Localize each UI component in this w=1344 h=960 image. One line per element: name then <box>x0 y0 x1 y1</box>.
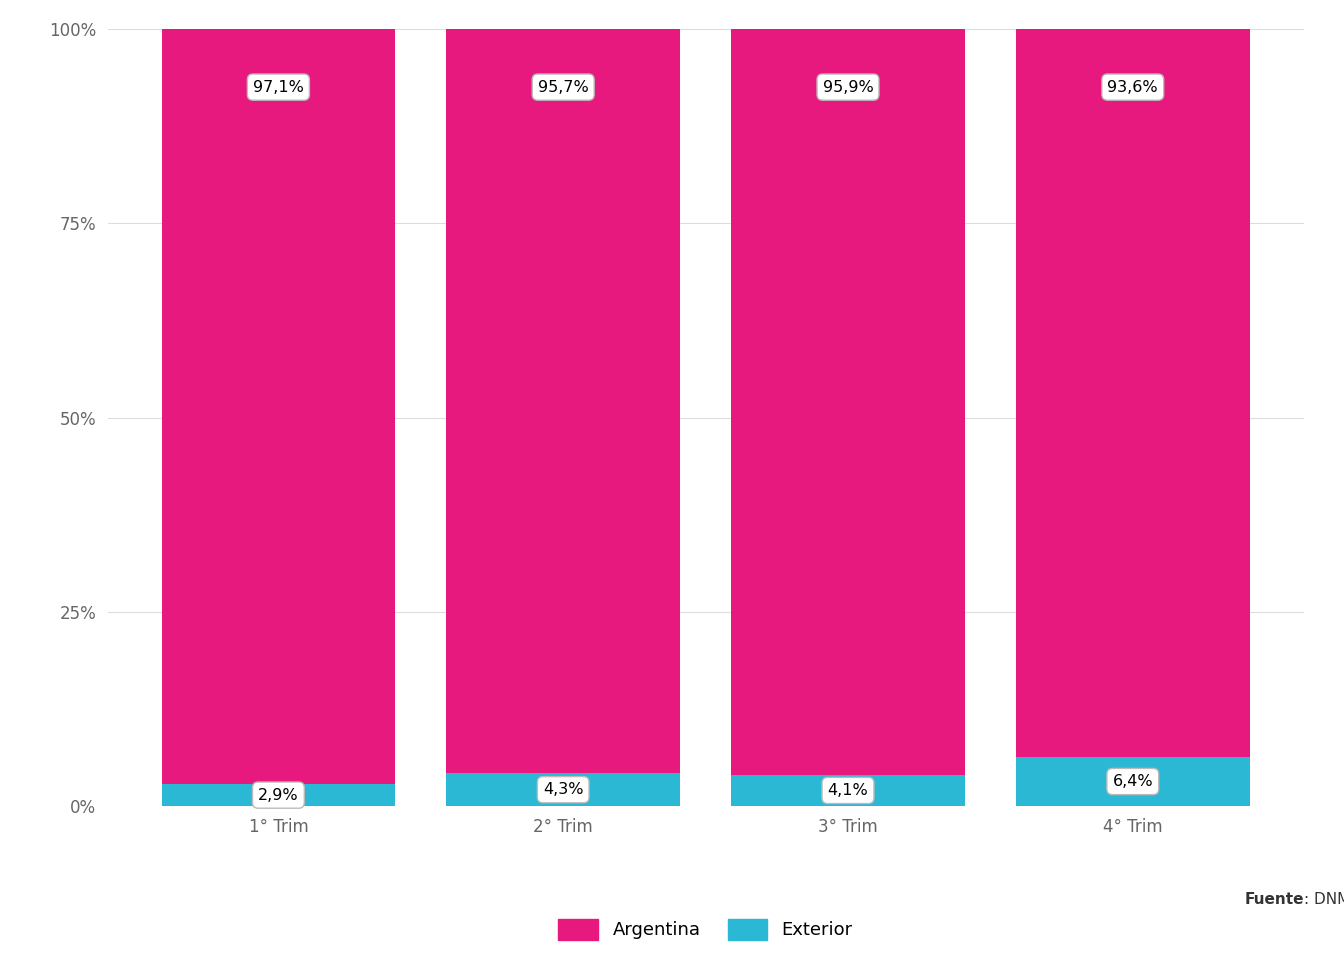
Bar <box>446 29 680 773</box>
Text: 95,9%: 95,9% <box>823 80 874 95</box>
Text: 2,9%: 2,9% <box>258 787 298 803</box>
Text: : DNMyE en base a información de la EVyTH: : DNMyE en base a información de la EVyT… <box>1304 891 1344 907</box>
Legend: Argentina, Exterior: Argentina, Exterior <box>540 901 871 958</box>
Text: 97,1%: 97,1% <box>253 80 304 95</box>
Bar <box>1016 756 1250 806</box>
Text: 95,7%: 95,7% <box>538 80 589 95</box>
Text: 93,6%: 93,6% <box>1107 80 1159 95</box>
Bar <box>1016 29 1250 756</box>
Text: 6,4%: 6,4% <box>1113 774 1153 789</box>
Bar <box>161 784 395 806</box>
Text: 4,1%: 4,1% <box>828 783 868 798</box>
Bar <box>446 773 680 806</box>
Text: 4,3%: 4,3% <box>543 782 583 797</box>
Bar <box>731 775 965 806</box>
Bar <box>161 29 395 784</box>
Bar <box>731 29 965 775</box>
Text: Fuente: Fuente <box>1245 892 1304 907</box>
